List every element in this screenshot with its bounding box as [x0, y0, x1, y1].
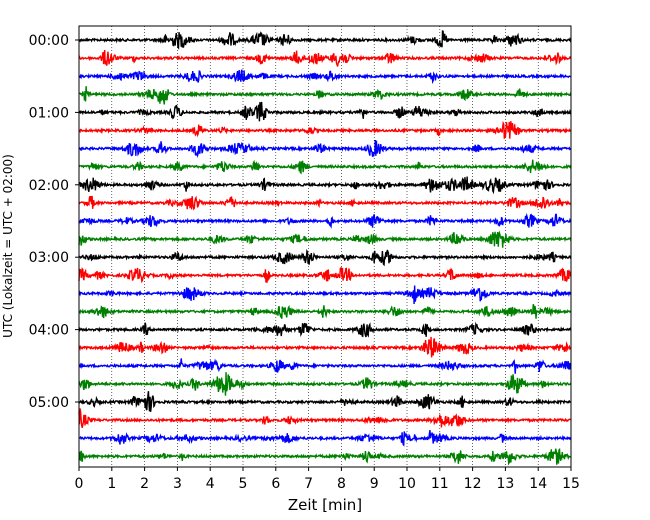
trace-line [78, 159, 572, 175]
trace-line [78, 408, 572, 428]
trace-line [78, 230, 572, 248]
x-tick-label: 10 [398, 476, 416, 492]
x-tick-label: 3 [173, 476, 182, 492]
trace-line [78, 86, 572, 105]
y-tick-label: 05:00 [29, 395, 69, 411]
y-tick-label: 03:00 [29, 250, 69, 266]
trace-line [78, 139, 572, 159]
y-axis-label: UTC (Lokalzeit = UTC + 02:00) [1, 154, 15, 338]
y-axis-ticks: 00:00 01:00 02:00 03:00 04:00 05:00 [29, 33, 79, 411]
x-tick-label: 9 [370, 476, 379, 492]
x-tick-label: 0 [75, 476, 84, 492]
trace-line [78, 195, 572, 211]
trace-line [78, 336, 572, 358]
y-tick-label: 01:00 [29, 105, 69, 121]
x-tick-label: 14 [529, 476, 547, 492]
x-tick-label: 13 [496, 476, 514, 492]
trace-line [78, 321, 572, 338]
y-tick-label: 02:00 [29, 178, 69, 194]
trace-line [78, 285, 572, 305]
x-axis-label: Zeit [min] [288, 496, 362, 514]
x-tick-label: 15 [562, 476, 580, 492]
seismic-traces [78, 30, 572, 466]
trace-line [78, 267, 572, 284]
trace-line [78, 30, 572, 50]
plot-frame [78, 25, 572, 468]
x-tick-label: 8 [337, 476, 346, 492]
x-tick-label: 7 [304, 476, 313, 492]
trace-line [78, 358, 572, 374]
x-tick-label: 11 [431, 476, 449, 492]
trace-line [78, 391, 572, 412]
x-tick-label: 2 [140, 476, 149, 492]
trace-line [78, 49, 572, 67]
trace-line [78, 248, 572, 267]
x-tick-label: 6 [271, 476, 280, 492]
trace-line [78, 304, 572, 319]
trace-line [78, 447, 572, 466]
x-tick-label: 1 [107, 476, 116, 492]
x-tick-label: 4 [206, 476, 215, 492]
y-tick-label: 00:00 [29, 33, 69, 49]
trace-line [78, 120, 572, 139]
trace-line [78, 212, 572, 229]
x-axis-ticks: 0 1 2 3 4 5 6 7 8 9 10 11 12 13 14 15 [75, 467, 580, 492]
trace-line [78, 101, 572, 122]
trace-line [78, 69, 572, 85]
trace-line [78, 372, 572, 396]
y-tick-label: 04:00 [29, 323, 69, 339]
trace-line [78, 176, 572, 195]
x-tick-label: 12 [464, 476, 482, 492]
x-tick-label: 5 [239, 476, 248, 492]
trace-line [78, 430, 572, 447]
